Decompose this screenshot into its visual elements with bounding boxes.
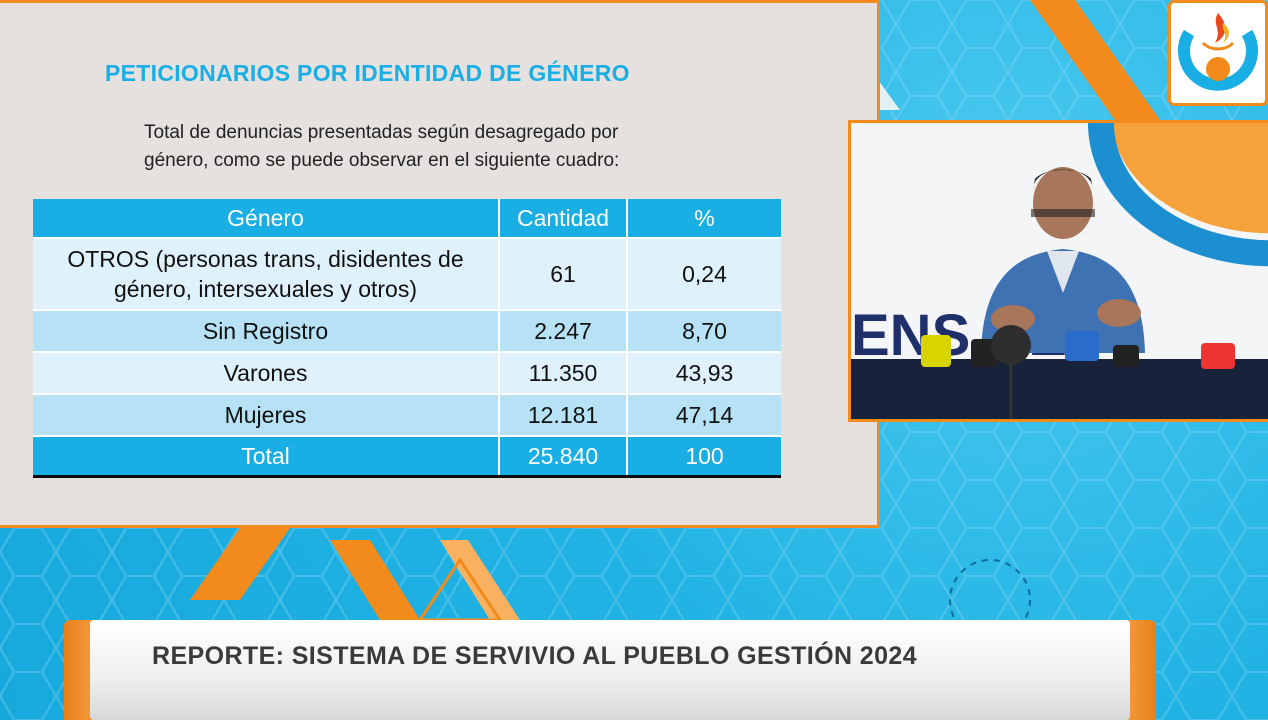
header-genero: Género (33, 199, 499, 238)
institution-logo (1168, 0, 1268, 106)
flame-logo-icon (1178, 13, 1258, 91)
header-cantidad: Cantidad (498, 199, 627, 238)
table-row: Varones 11.350 43,93 (33, 351, 781, 394)
table-total-row: Total 25.840 100 (33, 435, 781, 477)
cell-genero-line-1: OTROS (personas trans, disidentes de (67, 246, 464, 272)
table-row: OTROS (personas trans, disidentes de gén… (33, 237, 781, 310)
cell-genero: Varones (33, 351, 499, 394)
cell-genero: Mujeres (33, 393, 499, 436)
table-row: Sin Registro 2.247 8,70 (33, 309, 781, 352)
banner-bar: REPORTE: SISTEMA DE SERVIVIO AL PUEBLO G… (90, 620, 1130, 720)
cell-porcentaje: 47,14 (626, 393, 781, 436)
total-cantidad: 25.840 (498, 435, 627, 477)
cell-genero: Sin Registro (33, 309, 499, 352)
slide-title: PETICIONARIOS POR IDENTIDAD DE GÉNERO (105, 60, 630, 86)
total-porcentaje: 100 (626, 435, 781, 477)
presentation-slide: PETICIONARIOS POR IDENTIDAD DE GÉNERO To… (0, 0, 880, 528)
table-header-row: Género Cantidad % (33, 199, 781, 238)
banner-text: REPORTE: SISTEMA DE SERVIVIO AL PUEBLO G… (152, 642, 918, 670)
cell-porcentaje: 43,93 (626, 351, 781, 394)
table-row: Mujeres 12.181 47,14 (33, 393, 781, 436)
slide-intro: Total de denuncias presentadas según des… (144, 119, 704, 175)
cell-porcentaje: 8,70 (626, 309, 781, 352)
cell-cantidad: 11.350 (498, 351, 627, 394)
cell-porcentaje: 0,24 (626, 237, 781, 310)
camera-feed: ENS DEF (848, 120, 1268, 422)
intro-line-2: género, como se puede observar en el sig… (144, 150, 620, 171)
lower-third-banner: REPORTE: SISTEMA DE SERVIVIO AL PUEBLO G… (64, 620, 1156, 720)
intro-line-1: Total de denuncias presentadas según des… (144, 122, 619, 143)
header-porcentaje: % (626, 199, 781, 238)
cell-cantidad: 12.181 (498, 393, 627, 436)
cell-genero: OTROS (personas trans, disidentes de gén… (33, 237, 499, 310)
cell-genero-line-2: género, intersexuales y otros) (114, 276, 417, 302)
cell-cantidad: 61 (498, 237, 627, 310)
gender-table: Género Cantidad % OTROS (personas trans,… (33, 199, 781, 478)
cell-cantidad: 2.247 (498, 309, 627, 352)
speaker-icon: ENS DEF (851, 123, 1268, 419)
total-label: Total (33, 435, 499, 477)
